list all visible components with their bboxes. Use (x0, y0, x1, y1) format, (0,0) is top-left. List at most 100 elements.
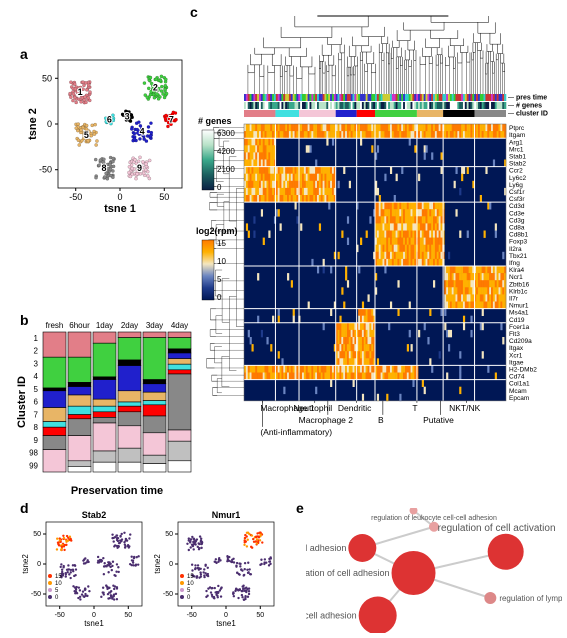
svg-text:7: 7 (34, 410, 39, 419)
svg-text:8: 8 (102, 163, 107, 173)
svg-text:Cluster ID: Cluster ID (16, 376, 28, 428)
svg-text:4: 4 (140, 126, 145, 136)
svg-text:Mcam: Mcam (509, 388, 527, 395)
svg-text:Csf3r: Csf3r (509, 196, 525, 203)
svg-text:-50: -50 (55, 612, 65, 619)
svg-text:Stab2: Stab2 (82, 510, 107, 520)
svg-text:4day: 4day (171, 321, 188, 330)
svg-text:15: 15 (55, 574, 62, 580)
svg-text:Ccr2: Ccr2 (509, 168, 523, 175)
svg-text:6300: 6300 (217, 129, 235, 138)
svg-text:regulation of leukocyte cell-c: regulation of leukocyte cell-cell adhesi… (371, 515, 497, 522)
heatmap-c: pres time# genescluster IDPtprcItgamArg1… (196, 4, 566, 494)
svg-text:log2(rpm): log2(rpm) (196, 226, 238, 236)
svg-text:Cd3d: Cd3d (509, 203, 525, 210)
svg-text:Ncr1: Ncr1 (509, 274, 523, 281)
mosaic-plot-b: fresh6hour1day2day3day4day1234567899899P… (16, 318, 196, 498)
svg-text:15: 15 (187, 574, 194, 580)
svg-text:50: 50 (256, 612, 264, 619)
svg-text:50: 50 (124, 612, 132, 619)
svg-text:Xcr1: Xcr1 (509, 352, 523, 359)
svg-text:regulation of cell adhesion: regulation of cell adhesion (306, 611, 357, 621)
svg-text:0: 0 (55, 595, 59, 601)
svg-text:Epcam: Epcam (509, 395, 529, 402)
svg-text:Cd8b1: Cd8b1 (509, 232, 529, 239)
svg-text:-50: -50 (39, 165, 52, 175)
svg-text:regulation of cell-cell adhesi: regulation of cell-cell adhesion (306, 543, 346, 553)
svg-text:4200: 4200 (217, 147, 235, 156)
svg-text:Itgae: Itgae (509, 359, 524, 366)
svg-text:Ly6c2: Ly6c2 (509, 175, 526, 182)
svg-text:5: 5 (84, 130, 89, 140)
svg-text:pres time: pres time (516, 95, 547, 102)
svg-text:Zbtb16: Zbtb16 (509, 281, 530, 288)
svg-text:10: 10 (55, 581, 62, 587)
svg-text:0: 0 (217, 183, 222, 192)
tsne-plot-d: Stab2-50050-50050tsne1tsne2151050Nmur1-5… (20, 508, 290, 633)
svg-text:2: 2 (153, 82, 158, 92)
svg-text:99: 99 (29, 461, 38, 470)
svg-text:0: 0 (92, 612, 96, 619)
svg-text:50: 50 (42, 73, 52, 83)
svg-text:regulation of cell activation: regulation of cell activation (438, 523, 556, 534)
svg-text:Mrc1: Mrc1 (509, 146, 524, 153)
svg-text:tsne2: tsne2 (21, 554, 30, 574)
svg-text:Preservation time: Preservation time (71, 485, 163, 497)
svg-text:0: 0 (47, 119, 52, 129)
svg-text:Stab2: Stab2 (509, 161, 526, 168)
svg-text:5: 5 (217, 275, 222, 284)
svg-text:Macrophage 2: Macrophage 2 (299, 415, 354, 425)
svg-text:tsne1: tsne1 (84, 619, 104, 628)
svg-text:0: 0 (37, 561, 41, 568)
svg-text:2100: 2100 (217, 165, 235, 174)
panel-e-label: e (296, 500, 304, 516)
svg-text:fresh: fresh (46, 321, 64, 330)
svg-text:8: 8 (34, 423, 39, 432)
svg-text:tsne2: tsne2 (153, 554, 162, 574)
svg-text:3day: 3day (146, 321, 163, 330)
svg-text:Itgam: Itgam (509, 132, 525, 139)
svg-text:cluster ID: cluster ID (516, 111, 548, 118)
svg-text:0: 0 (217, 293, 222, 302)
svg-text:B: B (378, 415, 384, 425)
svg-text:Fcer1a: Fcer1a (509, 324, 530, 331)
svg-text:Dendritic: Dendritic (338, 403, 372, 413)
svg-text:Il7r: Il7r (509, 296, 519, 303)
svg-text:Col1a1: Col1a1 (509, 381, 530, 388)
tsne-plot-a: -50050-50050tsne 1tsne 2123456789 (26, 56, 186, 216)
svg-text:tsne 2: tsne 2 (27, 108, 39, 140)
svg-text:# genes: # genes (516, 103, 542, 110)
svg-text:Putative: Putative (423, 415, 454, 425)
svg-text:Ifng: Ifng (509, 260, 520, 267)
svg-text:1: 1 (34, 334, 39, 343)
svg-text:-50: -50 (31, 591, 41, 598)
svg-text:0: 0 (117, 192, 122, 202)
svg-text:10: 10 (187, 581, 194, 587)
svg-text:50: 50 (165, 531, 173, 538)
svg-text:3: 3 (34, 359, 39, 368)
svg-text:Arg1: Arg1 (509, 139, 523, 146)
go-network-e: positive regulation of interleukin-5 pro… (306, 508, 562, 633)
svg-text:# genes: # genes (198, 116, 232, 126)
svg-text:Foxp3: Foxp3 (509, 239, 527, 246)
svg-text:Itgax: Itgax (509, 345, 524, 352)
svg-text:5: 5 (34, 385, 39, 394)
svg-text:5: 5 (187, 588, 191, 594)
svg-text:tsne 1: tsne 1 (104, 203, 136, 215)
svg-text:Flt3: Flt3 (509, 331, 520, 338)
svg-text:Cd209a: Cd209a (509, 338, 532, 345)
svg-text:regulation of lymphocyte diffe: regulation of lymphocyte differentiation (499, 594, 562, 603)
svg-text:Klrb1c: Klrb1c (509, 288, 528, 295)
svg-text:tsne1: tsne1 (216, 619, 236, 628)
svg-text:Ly6g: Ly6g (509, 182, 523, 189)
svg-text:9: 9 (137, 163, 142, 173)
svg-text:0: 0 (169, 561, 173, 568)
svg-text:2day: 2day (121, 321, 138, 330)
svg-text:Neutrophil: Neutrophil (293, 403, 332, 413)
svg-text:Stab1: Stab1 (509, 154, 526, 161)
svg-text:-50: -50 (69, 192, 82, 202)
svg-text:0: 0 (224, 612, 228, 619)
svg-text:1day: 1day (96, 321, 113, 330)
svg-text:9: 9 (34, 436, 39, 445)
svg-text:2: 2 (34, 347, 39, 356)
